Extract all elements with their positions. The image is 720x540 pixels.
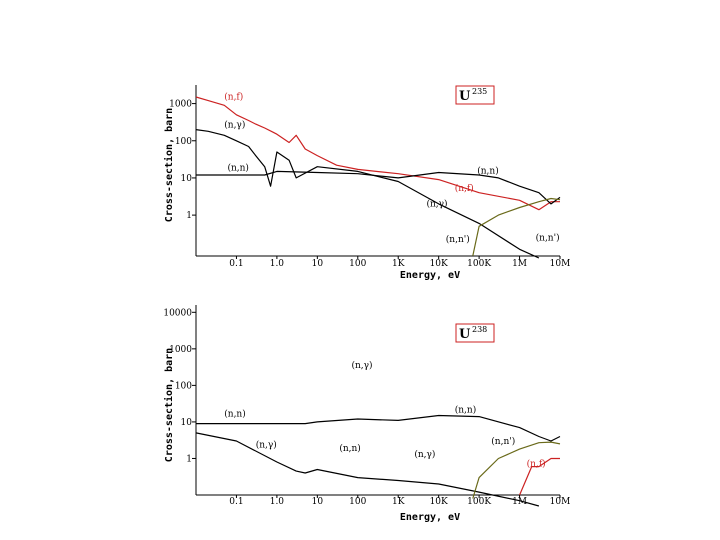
u235-isotope-symbol: U [459, 89, 471, 104]
u235-reaction-label: (n,f) [224, 91, 243, 102]
u238-series-line [472, 441, 561, 499]
u238-reaction-label: (n,γ) [352, 360, 373, 371]
u238-x-tick-label: 10K [430, 497, 448, 507]
u238-x-tick-label: 100 [349, 497, 366, 507]
u238-reaction-label: (n,n) [339, 443, 360, 454]
u238-reaction-label: (n,f) [527, 459, 546, 470]
u235-series-line [196, 170, 561, 205]
u235-series-line [195, 96, 560, 211]
u238-isotope-mass: 238 [472, 325, 487, 334]
u235-reaction-label: (n,γ) [426, 199, 447, 210]
u238-x-tick-label: 1M [512, 497, 527, 507]
u238-reaction-label: (n,n') [491, 436, 515, 447]
u235-y-tick-label: 10 [181, 174, 193, 184]
u238-y-tick-label: 10000 [163, 308, 192, 318]
u235-x-tick-label: 10M [550, 259, 571, 269]
u235-panel: 1000 100 10 1 0.1 1.0 10 100 1K 10K 100K 1M 10M Energ… [163, 85, 570, 281]
u235-reaction-label: (n,f) [455, 183, 474, 194]
u238-x-tick-label: 0.1 [229, 497, 243, 507]
u235-x-tick-label: 100 [349, 259, 366, 269]
u235-x-tick-label: 1K [392, 259, 405, 269]
u235-y-tick-label: 1000 [169, 100, 192, 110]
u238-series-line [519, 457, 560, 496]
u238-x-tick-label: 100K [467, 497, 491, 507]
u238-x-tick-label: 10 [312, 497, 324, 507]
u235-y-axis-title: Cross-section, barn [163, 108, 175, 222]
u238-y-axis-title: Cross-section, barn [163, 348, 175, 462]
u238-x-tick-label: 1K [392, 497, 405, 507]
u238-y-tick-label: 1000 [169, 345, 192, 355]
u235-x-axis-title: Energy, eV [400, 270, 460, 281]
u238-panel: 10000 1000 100 10 1 0.1 1.0 10 100 1K 10K 100K 1M 10M… [163, 305, 570, 523]
u235-x-tick-label: 1.0 [270, 259, 285, 269]
u238-y-tick-label: 1 [186, 454, 192, 464]
u238-series-line [195, 432, 540, 507]
u235-x-tick-label: 1M [512, 259, 527, 269]
u238-reaction-label: (n,n) [224, 409, 245, 420]
u238-y-tick-label: 100 [175, 381, 192, 391]
u238-series-line [196, 414, 561, 442]
u235-x-tick-label: 0.1 [229, 259, 243, 269]
u235-x-tick-label: 100K [467, 259, 491, 269]
u235-y-tick-label: 100 [175, 137, 192, 147]
u238-reaction-label: (n,γ) [414, 449, 435, 460]
u238-y-tick-label: 10 [181, 418, 193, 428]
u238-x-axis-title: Energy, eV [400, 512, 460, 523]
u238-x-tick-label: 1.0 [270, 497, 285, 507]
u235-y-tick-label: 1 [186, 211, 192, 221]
u235-reaction-label: (n,γ) [224, 119, 245, 130]
u235-isotope-mass: 235 [472, 87, 487, 96]
u235-series-line [195, 129, 540, 259]
u238-x-tick-label: 10M [550, 497, 571, 507]
u235-isotope-box [455, 85, 495, 105]
u235-reaction-label: (n,n') [536, 232, 560, 243]
u235-x-tick-label: 10K [430, 259, 448, 269]
u235-series-line [472, 197, 561, 257]
u238-isotope-symbol: U [459, 327, 471, 342]
u238-reaction-label: (n,γ) [256, 439, 277, 450]
u235-x-tick-label: 10 [312, 259, 324, 269]
u235-reaction-label: (n,n') [446, 234, 470, 245]
u238-reaction-label: (n,n) [455, 405, 476, 416]
u238-isotope-box [455, 323, 495, 343]
u235-reaction-label: (n,n) [227, 162, 248, 173]
u235-reaction-label: (n,n) [477, 166, 498, 177]
